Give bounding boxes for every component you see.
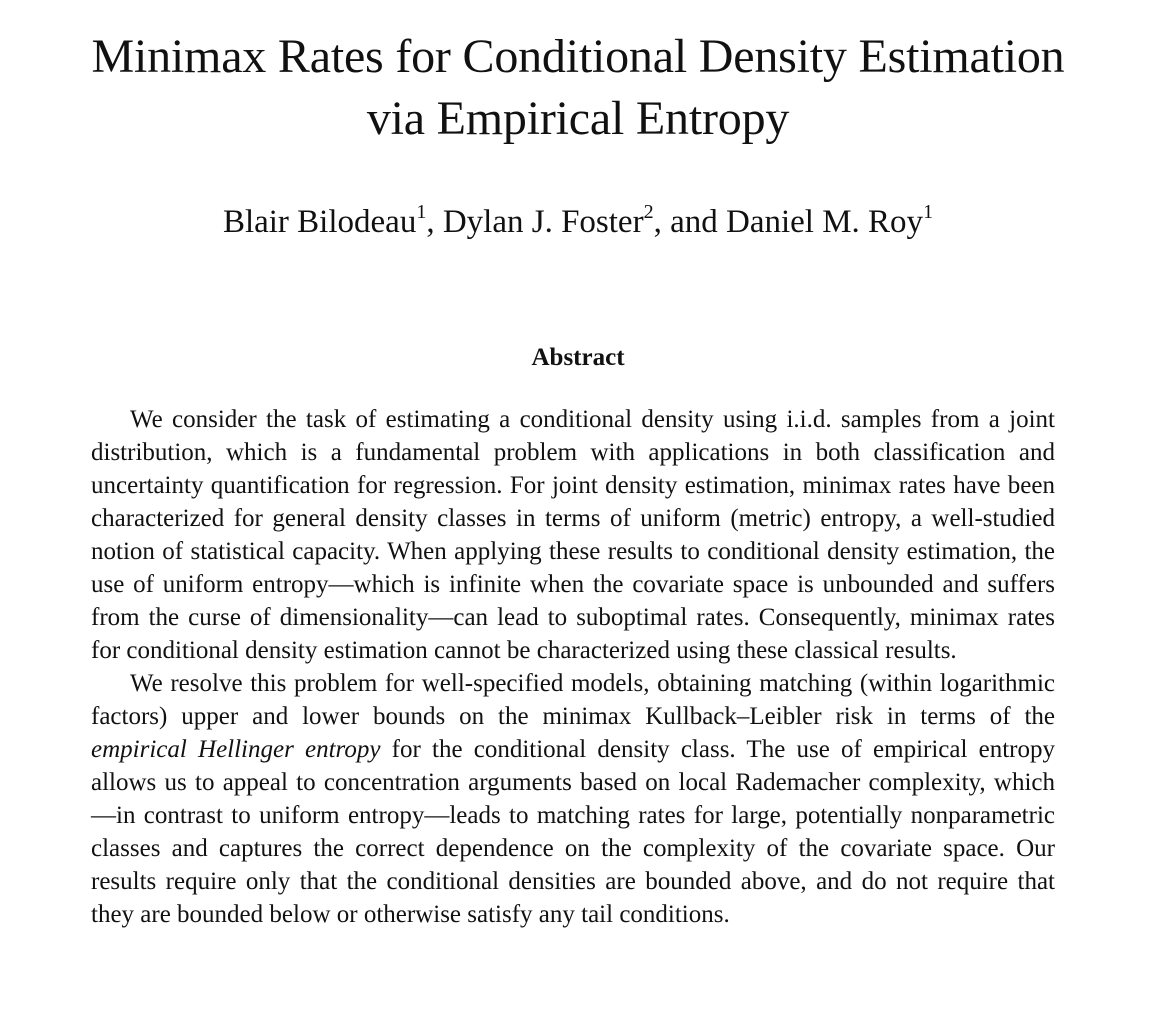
emphasized-term: empirical Hellinger entropy — [91, 736, 381, 763]
author-affiliation: 2 — [643, 201, 654, 223]
abstract-paragraph-1: We consider the task of estimating a con… — [91, 406, 1055, 664]
abstract-body: We consider the task of estimating a con… — [91, 403, 1055, 931]
title-line-2: via Empirical Entropy — [366, 92, 790, 145]
author-separator: , and — [653, 204, 726, 240]
author-name: Daniel M. Roy — [725, 204, 924, 240]
abstract-paragraph-2: We resolve this problem for well-specifi… — [91, 667, 1055, 931]
paragraph-2-text-start: We resolve this problem for well-specifi… — [91, 670, 1055, 730]
author-affiliation: 1 — [416, 201, 427, 223]
paper-title: Minimax Rates for Conditional Density Es… — [0, 26, 1156, 150]
paragraph-2-text-end: for the conditional density class. The u… — [91, 736, 1055, 928]
author-separator: , — [426, 204, 443, 240]
author-affiliation: 1 — [923, 201, 934, 223]
author-name: Dylan J. Foster — [442, 204, 644, 240]
title-line-1: Minimax Rates for Conditional Density Es… — [91, 30, 1065, 83]
author-list: Blair Bilodeau1, Dylan J. Foster2, and D… — [0, 200, 1156, 244]
abstract-heading: Abstract — [531, 344, 625, 371]
author-name: Blair Bilodeau — [222, 204, 417, 240]
